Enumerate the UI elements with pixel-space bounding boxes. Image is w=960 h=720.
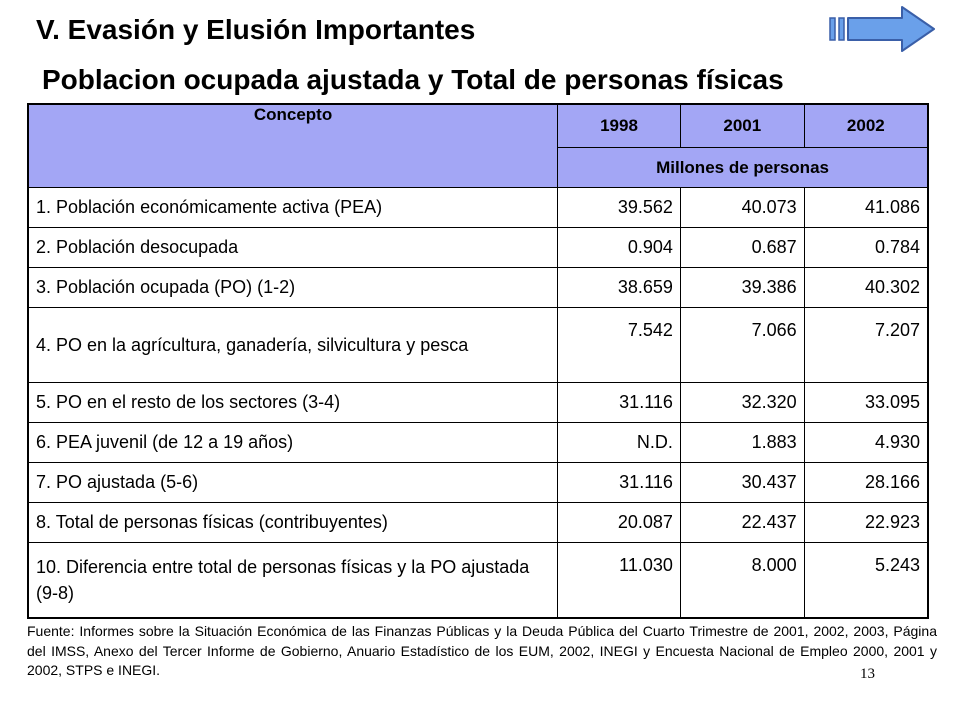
table-row: 2. Población desocupada 0.904 0.687 0.78…: [27, 227, 929, 268]
value-1998: 39.562: [557, 187, 681, 228]
value-2002: 40.302: [803, 267, 929, 308]
row-label: 8. Total de personas físicas (contribuye…: [27, 502, 559, 543]
value-2002: 41.086: [803, 187, 929, 228]
row-label: 4. PO en la agrícultura, ganadería, silv…: [27, 307, 559, 383]
value-1998: 11.030: [557, 542, 681, 619]
table-row: 3. Población ocupada (PO) (1-2) 38.659 3…: [27, 267, 929, 308]
value-2002: 28.166: [803, 462, 929, 503]
value-1998: 7.542: [557, 307, 681, 383]
value-1998: 31.116: [557, 382, 681, 423]
row-label: 3. Población ocupada (PO) (1-2): [27, 267, 559, 308]
value-1998: 20.087: [557, 502, 681, 543]
value-2002: 33.095: [803, 382, 929, 423]
table-row: 7. PO ajustada (5-6) 31.116 30.437 28.16…: [27, 462, 929, 503]
year-header: 2002: [803, 103, 929, 148]
value-2002: 22.923: [803, 502, 929, 543]
table-title: Poblacion ocupada ajustada y Total de pe…: [42, 64, 784, 95]
value-2001: 30.437: [679, 462, 805, 503]
table-row: 1. Población económicamente activa (PEA)…: [27, 187, 929, 228]
header-row: Concepto 1998 2001 2002: [27, 103, 929, 188]
population-table: Concepto 1998 2001 2002 Millones de pers…: [27, 103, 929, 619]
year-header: 1998: [557, 103, 681, 148]
value-2002: 7.207: [803, 307, 929, 383]
value-2001: 7.066: [679, 307, 805, 383]
value-2001: 1.883: [679, 422, 805, 463]
value-2001: 40.073: [679, 187, 805, 228]
value-2001: 32.320: [679, 382, 805, 423]
value-2001: 22.437: [679, 502, 805, 543]
source-note: Fuente: Informes sobre la Situación Econ…: [27, 623, 937, 678]
row-label: 1. Población económicamente activa (PEA): [27, 187, 559, 228]
value-2002: 5.243: [803, 542, 929, 619]
concept-header: Concepto: [27, 103, 559, 188]
table-row: 6. PEA juvenil (de 12 a 19 años) N.D. 1.…: [27, 422, 929, 463]
table-row: 10. Diferencia entre total de personas f…: [27, 542, 929, 619]
table-row: 4. PO en la agrícultura, ganadería, silv…: [27, 307, 929, 383]
year-header: 2001: [679, 103, 805, 148]
value-1998: 0.904: [557, 227, 681, 268]
table-row: 8. Total de personas físicas (contribuye…: [27, 502, 929, 543]
value-2001: 39.386: [679, 267, 805, 308]
value-1998: 38.659: [557, 267, 681, 308]
table-row: 5. PO en el resto de los sectores (3-4) …: [27, 382, 929, 423]
section-title: V. Evasión y Elusión Importantes: [36, 14, 476, 45]
row-label: 5. PO en el resto de los sectores (3-4): [27, 382, 559, 423]
row-label: 2. Población desocupada: [27, 227, 559, 268]
unit-row: Millones de personas: [28, 147, 929, 188]
unit-header: Millones de personas: [557, 147, 929, 188]
value-1998: 31.116: [557, 462, 681, 503]
value-2002: 0.784: [803, 227, 929, 268]
row-label: 10. Diferencia entre total de personas f…: [27, 542, 559, 619]
value-2001: 8.000: [679, 542, 805, 619]
value-1998: N.D.: [557, 422, 681, 463]
row-label: 7. PO ajustada (5-6): [27, 462, 559, 503]
page-number: 13: [860, 666, 875, 682]
value-2002: 4.930: [803, 422, 929, 463]
value-2001: 0.687: [679, 227, 805, 268]
row-label: 6. PEA juvenil (de 12 a 19 años): [27, 422, 559, 463]
next-arrow-icon[interactable]: [828, 4, 938, 52]
